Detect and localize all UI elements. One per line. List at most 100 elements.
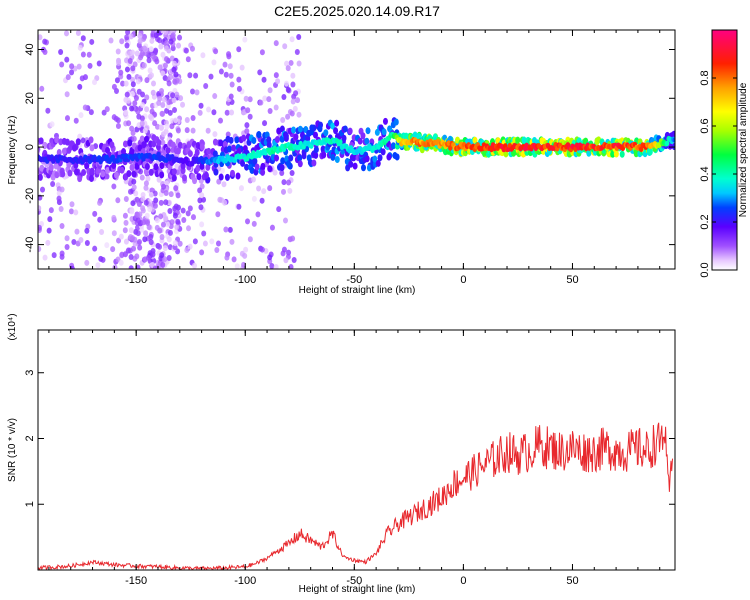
spectrogram-band-blob [206,147,212,155]
spectrogram-noise-blob [154,217,160,224]
spectrogram-noise-blob [187,205,193,212]
spectrogram-noise-blob [77,83,83,90]
spectrogram-noise-blob [104,242,110,249]
spectrogram-noise-blob [228,93,234,100]
spectrogram-noise-blob [175,127,181,134]
spectrogram-noise-blob [124,66,130,73]
spectrogram-noise-blob [150,89,156,96]
spectrogram-noise-blob [136,201,142,208]
colorbar-ticks: 0.0 0.2 0.4 0.6 0.8 [699,70,737,278]
spectrogram-noise-blob [221,181,227,188]
spectrogram-noise-blob [64,243,70,250]
spectrogram-noise-blob [135,78,141,85]
spectrogram-noise-blob [290,235,296,242]
spectrogram-band-blob [75,138,81,146]
spectrogram-band-blob [38,137,44,145]
spectrogram-noise-blob [269,262,275,269]
spectrogram-noise-blob [80,35,86,42]
spectrogram-noise-blob [261,188,267,195]
spectrogram-noise-blob [42,38,48,45]
spectrogram-noise-blob [170,92,176,99]
colorbar-label: Normalized spectral amplitude [738,82,749,217]
spectrogram-noise-blob [65,74,71,81]
spectrogram-noise-blob [215,240,221,247]
spectrogram-band-blob [195,164,201,172]
spectrogram-noise-blob [216,178,222,185]
snr-frame [37,329,676,571]
spectrogram-band-blob [180,162,186,170]
spectrogram-band-blob [159,171,165,179]
spectrogram-noise-blob [122,227,128,234]
spectrogram-noise-blob [128,227,134,234]
spectrogram-noise-blob [173,203,179,210]
spectrogram-noise-blob [145,175,151,182]
spectrogram-noise-blob [118,259,124,266]
spectrogram-noise-blob [171,97,177,104]
spectrogram-band-blob [323,129,329,137]
spectrogram-noise-blob [227,226,233,233]
spectrogram-noise-blob [134,50,140,57]
spectrogram-noise-blob [147,113,153,120]
spectrogram-noise-blob [206,106,212,113]
spectrogram-noise-blob [157,227,163,234]
spectrogram-band-blob [288,154,294,162]
spectrogram-band-blob [380,148,386,156]
spectrogram-noise-blob [122,212,128,219]
spectrogram-noise-blob [164,123,170,130]
spectrogram-noise-blob [283,257,289,264]
spectrogram-noise-blob [150,251,156,258]
snr-plot-area [38,330,675,570]
spectrogram-band-blob [357,137,363,145]
spectrogram-noise-blob [212,93,218,100]
spectrogram-band-blob [256,131,262,139]
spectrogram-noise-blob [178,95,184,102]
spectrogram-band-blob [38,173,43,181]
spectrogram-noise-blob [130,65,136,72]
spectrogram-noise-blob [165,221,171,228]
spectrogram-noise-blob [229,238,235,245]
spectrogram-noise-blob [108,37,114,44]
spectrogram-band-blob [342,125,348,133]
spectrogram-noise-blob [173,71,179,78]
spectrogram-noise-blob [198,204,204,211]
spectrogram-noise-blob [131,178,137,185]
spectrogram-band-blob [236,147,242,155]
spectrogram-noise-blob [144,94,150,101]
spectrogram-noise-blob [169,55,175,62]
spectrogram-noise-blob [152,202,158,209]
spectrogram-noise-blob [250,176,256,183]
spectrogram-noise-blob [114,77,120,84]
spectrogram-noise-blob [104,106,110,113]
spectrogram-noise-blob [59,222,65,229]
spectrogram-noise-blob [141,62,147,69]
spectrogram-noise-blob [77,44,83,51]
spectrogram-noise-blob [243,246,249,253]
spectrogram-noise-blob [167,244,173,251]
spectrogram-noise-blob [123,196,129,203]
spectrogram-x-tick-label: -50 [346,274,362,286]
spectrogram-noise-blob [229,109,235,116]
spectrogram-band-blob [234,136,240,144]
spectrogram-noise-blob [153,197,159,204]
spectrogram-noise-blob [172,107,178,114]
spectrogram-noise-blob [148,46,154,53]
spectrogram-noise-blob [185,56,191,63]
spectrogram-noise-blob [128,254,134,261]
spectrogram-noise-blob [155,30,161,36]
spectrogram-noise-blob [123,238,129,245]
spectrogram-noise-blob [100,256,106,263]
spectrogram-noise-blob [135,264,141,269]
spectrogram-noise-blob [120,80,126,87]
spectrogram-noise-blob [138,54,144,61]
spectrogram-band-blob [381,128,387,136]
spectrogram-band-blob [290,126,296,134]
spectrogram-noise-blob [192,238,198,245]
spectrogram-noise-blob [84,240,90,247]
spectrogram-noise-blob [226,51,232,58]
spectrogram-noise-blob [143,184,149,191]
spectrogram-band-blob [119,166,125,174]
spectrogram-noise-blob [175,248,181,255]
spectrogram-noise-blob [236,85,242,92]
spectrogram-noise-blob [147,206,153,213]
spectrogram-noise-blob [95,262,101,269]
